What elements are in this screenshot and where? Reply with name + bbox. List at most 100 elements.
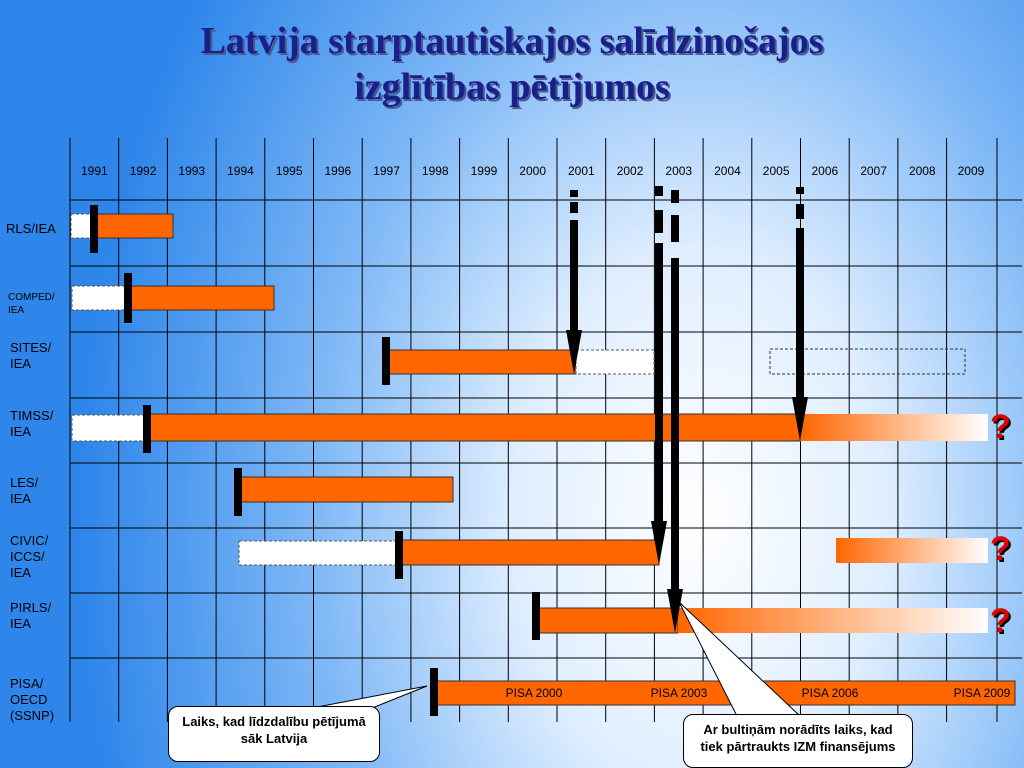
rls-bar xyxy=(95,213,174,239)
study-label: LES/IEA xyxy=(10,475,39,506)
study-label-line: IEA xyxy=(10,491,31,506)
year-label: 1996 xyxy=(324,164,351,178)
civic-start-marker xyxy=(395,531,403,579)
pisa-cycle-label: PISA 2006 xyxy=(802,686,859,700)
study-label-line: CIVIC/ xyxy=(10,533,49,548)
year-label: 2003 xyxy=(665,164,692,178)
study-label: RLS/IEA xyxy=(6,221,56,236)
arrow-2002-dash xyxy=(655,186,663,196)
pisa-start-marker xyxy=(430,668,438,716)
sites-dashed-bar xyxy=(575,349,655,375)
arrow-2001-dash xyxy=(570,202,578,213)
study-label: CIVIC/ICCS/IEA xyxy=(10,533,49,580)
study-label-line: IEA xyxy=(10,565,31,580)
timss-question-mark: ? xyxy=(990,408,1011,446)
year-label: 2000 xyxy=(519,164,546,178)
study-label-line: RLS/IEA xyxy=(6,221,56,236)
les-start-marker xyxy=(234,468,242,516)
year-label: 1993 xyxy=(178,164,205,178)
arrow-2003-dash xyxy=(671,215,679,242)
arrow-2005-head xyxy=(792,397,808,441)
pirls-start-marker xyxy=(532,592,540,640)
year-label: 1997 xyxy=(373,164,400,178)
year-label: 1994 xyxy=(227,164,254,178)
comped-start-marker xyxy=(124,273,132,323)
pirls-bar xyxy=(537,607,679,634)
pirls-fade-bar xyxy=(678,608,988,633)
year-label: 2006 xyxy=(811,164,838,178)
study-label-line: COMPED/ xyxy=(8,292,55,303)
year-label: 1995 xyxy=(276,164,303,178)
study-bars xyxy=(70,205,1016,716)
timss-start-marker xyxy=(143,405,151,453)
arrow-2005-shaft xyxy=(796,228,804,399)
year-label: 2002 xyxy=(617,164,644,178)
callout-start-pointer xyxy=(311,685,428,709)
study-label-line: IEA xyxy=(8,305,24,316)
study-label-line: (SSNP) xyxy=(10,708,54,723)
study-label: PIRLS/IEA xyxy=(10,600,52,631)
les-bar xyxy=(239,476,454,503)
arrow-2001-shaft xyxy=(570,220,578,332)
pisa-cycle-label: PISA 2009 xyxy=(954,686,1011,700)
comped-bar xyxy=(130,285,275,311)
civic-dashed-bar xyxy=(238,540,397,566)
timss-fade-bar xyxy=(800,414,988,441)
title-line-1: Latvija starptautiskajos salīdzinošajos xyxy=(200,20,824,62)
study-label: PISA/OECD (SSNP) xyxy=(10,676,54,723)
year-label: 2005 xyxy=(763,164,790,178)
study-label-line: ICCS/ xyxy=(10,549,45,564)
study-label: COMPED/IEA xyxy=(8,292,55,316)
year-label: 2001 xyxy=(568,164,595,178)
pisa-cycle-label: PISA 2003 xyxy=(651,686,708,700)
sites-start-marker xyxy=(382,337,390,385)
year-label: 2004 xyxy=(714,164,741,178)
arrow-2001-head xyxy=(566,330,582,374)
study-label-line: SITES/ xyxy=(10,340,52,355)
year-axis: 1991 1992 1993 1994 1995 1996 1997 1998 1999 2000… xyxy=(81,164,985,178)
study-label-line: IEA xyxy=(10,356,31,371)
year-label: 2007 xyxy=(860,164,887,178)
timss-bar xyxy=(149,413,801,442)
sites-future-dashed-bar xyxy=(769,348,966,375)
rls-start-marker xyxy=(90,205,98,253)
year-label: 2008 xyxy=(909,164,936,178)
arrow-2002-shaft xyxy=(655,243,663,523)
study-label-line: PISA/ xyxy=(10,676,44,691)
arrow-2003-shaft xyxy=(671,258,679,591)
arrow-2005-dash xyxy=(796,204,804,219)
year-label: 2009 xyxy=(958,164,985,178)
pisa-cycle-label: PISA 2000 xyxy=(506,686,563,700)
pisa-cycle-labels: PISA 2000 PISA 2003 PISA 2006 PISA 2009 xyxy=(506,686,1011,700)
timss-dashed-bar xyxy=(71,414,145,442)
pirls-question-mark: ? xyxy=(990,602,1011,640)
arrow-2002-head xyxy=(651,521,667,565)
study-label: TIMSS/IEA xyxy=(10,408,54,439)
civic-fade-bar xyxy=(836,538,988,563)
page-title: Latvija starptautiskajos salīdzinošajos … xyxy=(0,18,1024,110)
funding-stop-arrows xyxy=(311,186,808,717)
year-label: 1992 xyxy=(130,164,157,178)
study-label-line: LES/ xyxy=(10,475,39,490)
callout-funding-stop: Ar bultiņām norādīts laiks, kad tiek pār… xyxy=(683,714,913,768)
study-labels: RLS/IEACOMPED/IEASITES/IEATIMSS/IEALES/I… xyxy=(6,221,56,723)
arrow-2003-head xyxy=(667,589,683,633)
study-label-line: TIMSS/ xyxy=(10,408,54,423)
study-label-line: IEA xyxy=(10,616,31,631)
year-label: 1998 xyxy=(422,164,449,178)
study-label-line: IEA xyxy=(10,424,31,439)
arrow-2003-dash xyxy=(671,190,679,203)
civic-bar xyxy=(400,539,660,566)
callout-participation-start: Laiks, kad līdzdalību pētījumā sāk Latvi… xyxy=(168,706,380,762)
arrow-2005-dash xyxy=(796,187,804,194)
rls-dashed-bar xyxy=(70,213,94,239)
year-label: 1991 xyxy=(81,164,108,178)
study-label: SITES/IEA xyxy=(10,340,52,371)
study-label-line: PIRLS/ xyxy=(10,600,52,615)
comped-dashed-bar xyxy=(71,285,127,311)
arrow-2002-dash xyxy=(655,210,663,233)
civic-question-mark: ? xyxy=(990,530,1011,568)
year-label: 1999 xyxy=(471,164,498,178)
study-label-line: OECD xyxy=(10,692,48,707)
